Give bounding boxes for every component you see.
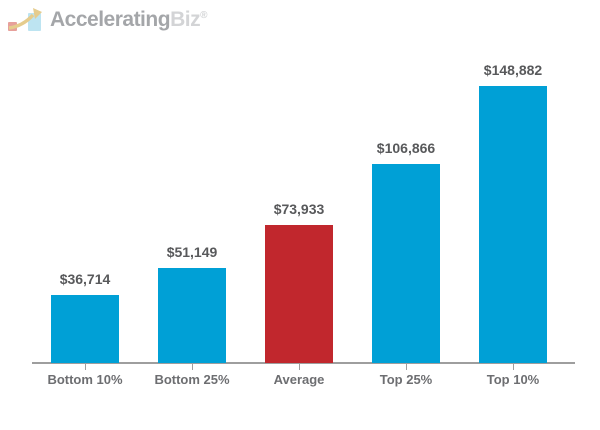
x-axis-label-top-25: Top 25%	[379, 372, 433, 387]
x-axis-tick	[192, 363, 193, 370]
x-axis-tick	[513, 363, 514, 370]
bar-value-label-top-25: $106,866	[376, 140, 436, 156]
growth-arrow-chart-icon	[8, 8, 42, 31]
bar-value-label-bottom-25: $51,149	[166, 244, 218, 260]
x-axis-tick	[85, 363, 86, 370]
x-axis-label-average: Average	[273, 372, 325, 387]
x-axis-tick	[406, 363, 407, 370]
bar-top-25	[372, 164, 440, 363]
bar-top-10	[479, 86, 547, 363]
logo-brand-primary: Accelerating	[50, 8, 171, 31]
bar-average	[265, 225, 333, 363]
x-axis-label-bottom-25: Bottom 25%	[154, 372, 230, 387]
logo-text: AcceleratingBiz®	[50, 8, 207, 32]
registered-trademark-symbol: ®	[200, 10, 207, 21]
x-axis-label-bottom-10: Bottom 10%	[47, 372, 123, 387]
bar-value-label-average: $73,933	[273, 201, 325, 217]
x-axis-label-top-10: Top 10%	[486, 372, 540, 387]
bar-bottom-25	[158, 268, 226, 363]
x-axis-tick	[299, 363, 300, 370]
logo: AcceleratingBiz®	[8, 8, 207, 32]
logo-brand-secondary: Biz	[170, 8, 201, 31]
bar-bottom-10	[51, 295, 119, 363]
bar-value-label-bottom-10: $36,714	[59, 271, 111, 287]
bar-value-label-top-10: $148,882	[483, 62, 543, 78]
